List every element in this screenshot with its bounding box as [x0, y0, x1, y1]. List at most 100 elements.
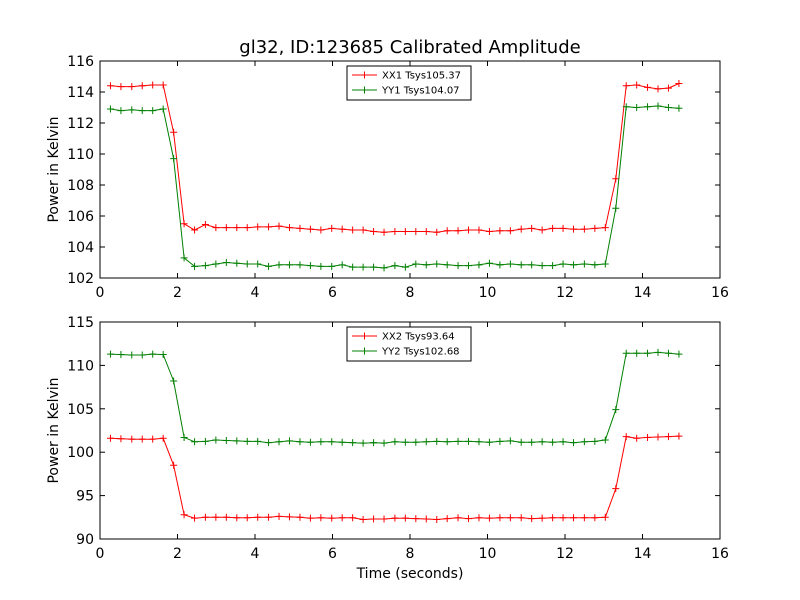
- data-point: [391, 228, 399, 235]
- y-tick-label: 104: [67, 240, 94, 256]
- data-point: [138, 435, 146, 443]
- data-point: [338, 514, 346, 522]
- legend: XX1 Tsys105.37 YY1 Tsys104.07: [346, 65, 472, 101]
- y-tick-label: 95: [76, 489, 94, 505]
- y-tick-label: 112: [67, 116, 94, 132]
- data-point: [317, 438, 325, 446]
- data-point: [601, 513, 609, 521]
- data-point: [159, 434, 167, 442]
- data-point: [496, 437, 504, 445]
- data-point: [254, 260, 262, 268]
- data-point: [538, 226, 546, 234]
- data-point: [475, 438, 483, 446]
- data-point: [180, 220, 188, 228]
- data-point: [233, 259, 241, 267]
- x-tick-label: 6: [328, 546, 337, 562]
- x-tick-label: 0: [96, 546, 105, 562]
- data-point: [601, 224, 609, 232]
- data-point: [485, 514, 493, 522]
- data-point: [349, 514, 357, 522]
- x-tick-label: 12: [556, 546, 574, 562]
- data-point: [506, 260, 514, 268]
- data-point: [664, 84, 672, 92]
- data-point: [306, 514, 314, 522]
- data-point: [180, 254, 188, 262]
- data-point: [296, 261, 304, 269]
- data-point: [591, 437, 599, 445]
- data-point: [265, 513, 273, 521]
- data-point: [117, 107, 125, 115]
- data-point: [622, 433, 630, 441]
- data-point: [538, 438, 546, 446]
- data-point: [243, 224, 251, 232]
- legend-label: XX1 Tsys105.37: [382, 71, 461, 82]
- legend-marker: [361, 347, 368, 355]
- data-point: [328, 514, 336, 522]
- data-point: [412, 438, 420, 446]
- data-point: [517, 225, 525, 233]
- y-axis-label: Power in Kelvin: [46, 377, 62, 483]
- data-point: [633, 349, 641, 357]
- data-point: [612, 175, 620, 183]
- data-point: [644, 433, 652, 441]
- data-point: [128, 351, 136, 359]
- data-point: [328, 224, 336, 232]
- y-tick-label: 90: [76, 532, 94, 548]
- data-point: [338, 225, 346, 233]
- y-tick-label: 114: [67, 85, 94, 101]
- data-point: [675, 104, 683, 112]
- data-point: [496, 261, 504, 269]
- data-point: [517, 261, 525, 269]
- data-point: [654, 348, 662, 356]
- y-tick-label: 108: [67, 178, 94, 194]
- data-point: [359, 263, 367, 271]
- data-point: [180, 433, 188, 441]
- data-point: [570, 439, 578, 447]
- x-tick-label: 10: [479, 546, 497, 562]
- legend-label: YY2 Tsys102.68: [381, 347, 460, 358]
- data-point: [212, 436, 220, 444]
- data-point: [212, 513, 220, 521]
- data-point: [454, 227, 462, 235]
- data-point: [391, 262, 399, 270]
- data-point: [664, 104, 672, 111]
- data-point: [454, 514, 462, 522]
- data-point: [128, 106, 136, 114]
- data-point: [475, 514, 483, 522]
- data-point: [401, 438, 409, 446]
- data-point: [559, 260, 567, 268]
- y-tick-label: 105: [67, 402, 94, 418]
- data-point: [243, 514, 251, 522]
- data-point: [170, 128, 178, 136]
- data-point: [570, 514, 578, 522]
- data-point: [528, 224, 536, 232]
- data-point: [412, 228, 420, 235]
- data-point: [106, 434, 114, 442]
- legend-marker: [361, 71, 368, 79]
- data-point: [633, 104, 641, 111]
- data-point: [275, 261, 283, 269]
- data-point: [285, 224, 293, 232]
- legend-marker: [361, 86, 368, 94]
- x-tick-label: 0: [96, 285, 105, 301]
- data-point: [265, 223, 273, 231]
- data-point: [391, 438, 399, 446]
- data-point: [349, 439, 357, 447]
- x-tick-label: 16: [711, 546, 729, 562]
- data-point: [212, 224, 220, 232]
- data-point: [233, 437, 241, 445]
- data-point: [180, 511, 188, 519]
- data-point: [465, 262, 473, 270]
- data-point: [591, 514, 599, 522]
- data-point: [201, 221, 209, 229]
- data-point: [149, 435, 157, 443]
- x-tick-label: 2: [173, 546, 182, 562]
- data-point: [380, 515, 388, 523]
- data-point: [506, 514, 514, 522]
- bottom-subplot: 0 2 4 6 8 10 12 14 16 90 95 100 105 110 115 Power in Ke…: [46, 315, 729, 582]
- data-point: [243, 260, 251, 268]
- data-point: [296, 224, 304, 232]
- data-point: [412, 515, 420, 523]
- data-point: [580, 438, 588, 446]
